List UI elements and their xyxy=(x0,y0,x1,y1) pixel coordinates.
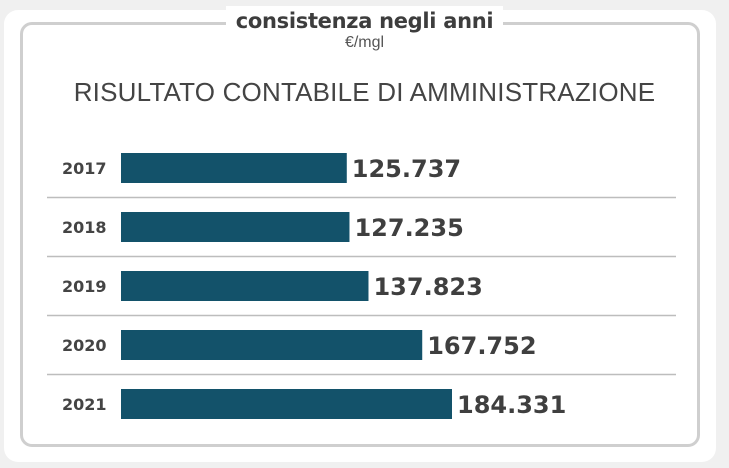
value-label: 167.752 xyxy=(427,332,536,360)
value-label: 125.737 xyxy=(352,155,461,183)
year-label: 2018 xyxy=(62,218,107,237)
bar-2019 xyxy=(121,271,369,301)
year-label: 2021 xyxy=(62,395,107,414)
header-unit: €/mgl xyxy=(344,34,385,51)
bar-2018 xyxy=(121,212,350,242)
bar-2017 xyxy=(121,153,347,183)
value-label: 184.331 xyxy=(457,391,566,419)
header-title: consistenza negli anni xyxy=(225,6,504,36)
bar-2020 xyxy=(121,330,423,360)
chart-title: RISULTATO CONTABILE DI AMMINISTRAZIONE xyxy=(73,77,656,107)
year-label: 2019 xyxy=(62,277,107,296)
value-label: 127.235 xyxy=(354,214,463,242)
bar-2021 xyxy=(121,389,452,419)
year-label: 2020 xyxy=(62,336,107,355)
header: consistenza negli anni xyxy=(0,6,729,36)
value-label: 137.823 xyxy=(373,273,482,301)
year-label: 2017 xyxy=(62,159,107,178)
